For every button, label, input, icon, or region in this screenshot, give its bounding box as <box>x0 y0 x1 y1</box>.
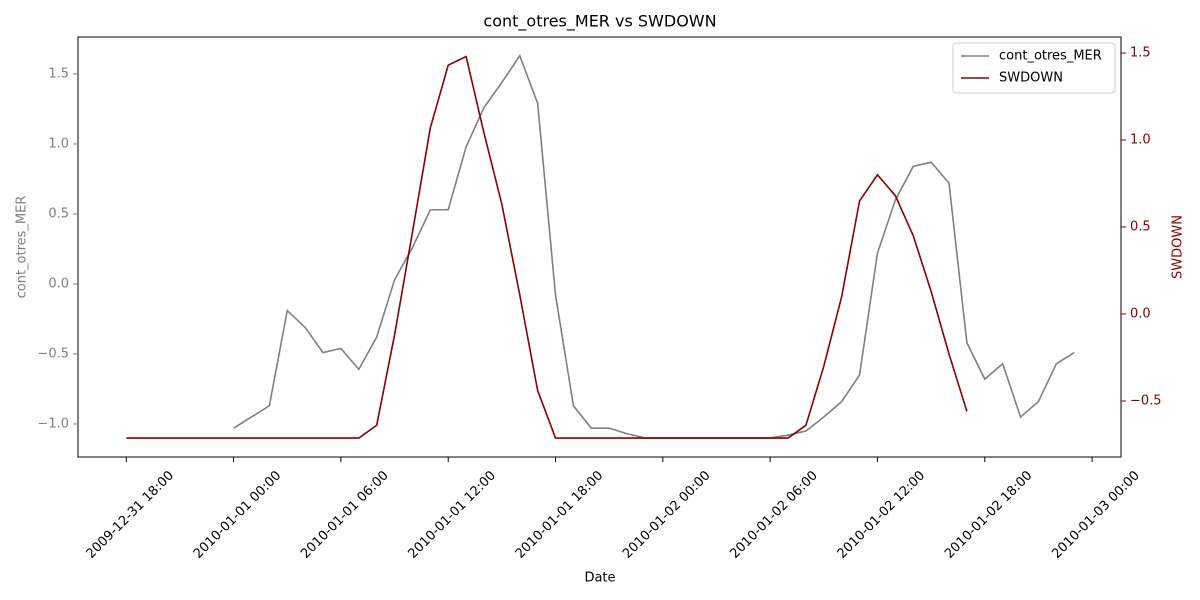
y-tick-label: 0.5 <box>48 206 69 221</box>
x-tick-label: 2010-01-02 06:00 <box>727 468 820 561</box>
chart-title: cont_otres_MER vs SWDOWN <box>483 12 716 32</box>
x-tick-label: 2010-01-02 00:00 <box>620 468 713 561</box>
y2-tick-label: 0.5 <box>1130 219 1151 234</box>
x-axis-label: Date <box>584 571 615 586</box>
y2-tick-label: 0.0 <box>1130 306 1151 321</box>
y2-tick-label: 1.5 <box>1130 46 1151 61</box>
plot-frame <box>77 36 1122 458</box>
legend-label: SWDOWN <box>999 71 1063 86</box>
x-tick-label: 2010-01-01 18:00 <box>513 468 606 561</box>
y-tick-label: 1.5 <box>48 66 69 81</box>
y-tick-label: 0.0 <box>48 276 69 291</box>
y-tick-label: 1.0 <box>48 136 69 151</box>
x-tick-label: 2010-01-01 06:00 <box>298 468 391 561</box>
data-line <box>126 55 968 439</box>
x-tick-label: 2010-01-01 12:00 <box>405 468 498 561</box>
legend-label: cont_otres_MER <box>999 49 1102 64</box>
x-tick-label: 2010-01-02 18:00 <box>942 468 1035 561</box>
x-tick-label: 2010-01-01 00:00 <box>191 468 284 561</box>
y2-axis-label: SWDOWN <box>1171 215 1186 279</box>
y-tick-label: −1.0 <box>37 416 69 431</box>
x-tick-label: 2010-01-02 12:00 <box>835 468 928 561</box>
y-tick-label: −0.5 <box>37 346 69 361</box>
legend-box <box>952 42 1116 94</box>
x-tick-label: 2010-01-03 00:00 <box>1049 468 1142 561</box>
y2-tick-label: 1.0 <box>1130 132 1151 147</box>
y-axis-label: cont_otres_MER <box>15 196 30 299</box>
x-tick-label: 2009-12-31 18:00 <box>84 468 177 561</box>
data-line <box>233 54 1075 439</box>
y2-tick-label: −0.5 <box>1130 393 1162 408</box>
